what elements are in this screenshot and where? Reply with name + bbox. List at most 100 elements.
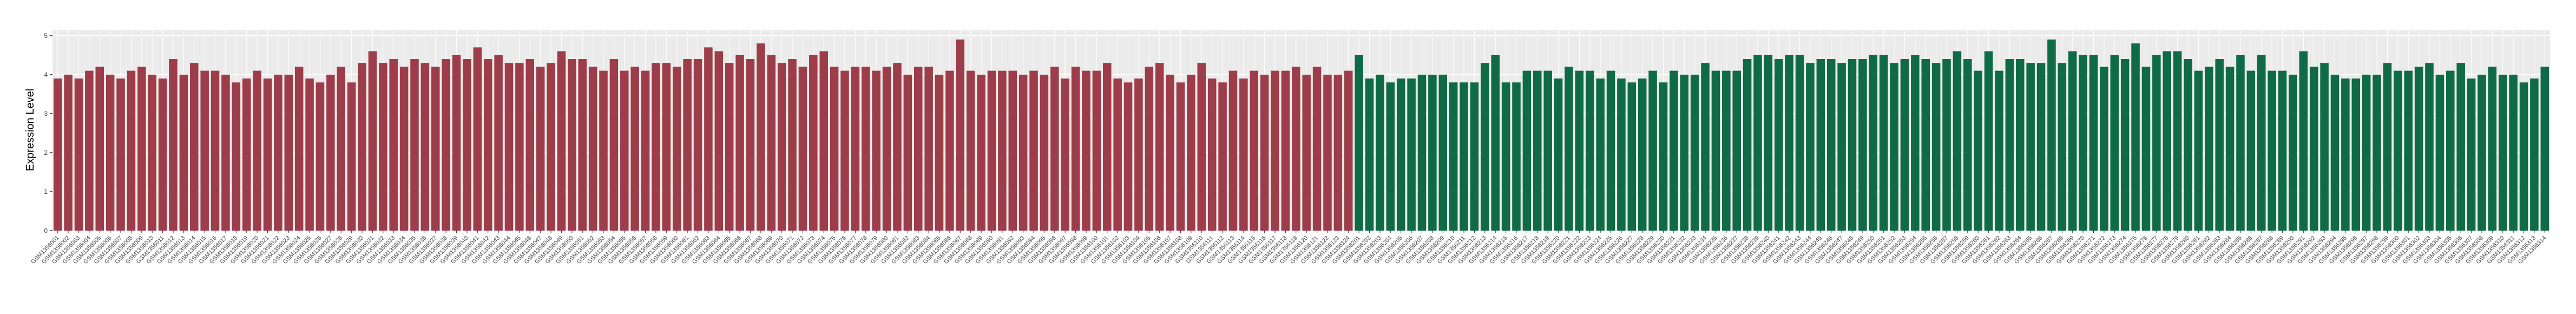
bar bbox=[1008, 70, 1017, 231]
bar bbox=[1858, 59, 1867, 231]
bar bbox=[106, 74, 115, 231]
bar bbox=[704, 47, 713, 231]
bar bbox=[2068, 51, 2077, 231]
bar bbox=[2383, 63, 2392, 231]
bar bbox=[2330, 74, 2340, 231]
bar bbox=[620, 70, 629, 231]
bar bbox=[232, 82, 241, 231]
bar bbox=[1417, 74, 1427, 231]
bar bbox=[2110, 55, 2119, 231]
bar bbox=[274, 74, 282, 231]
bar bbox=[463, 59, 471, 231]
bar bbox=[1271, 70, 1279, 231]
bar bbox=[2467, 78, 2476, 231]
bar bbox=[242, 78, 251, 231]
bar bbox=[1155, 63, 1164, 231]
bar bbox=[977, 74, 985, 231]
bar bbox=[1565, 67, 1573, 231]
bar bbox=[2079, 55, 2087, 231]
bar bbox=[347, 82, 356, 231]
bar bbox=[85, 70, 94, 231]
bar bbox=[1460, 82, 1468, 231]
bar bbox=[966, 70, 975, 231]
bar bbox=[1071, 67, 1080, 231]
bar bbox=[1743, 59, 1752, 231]
bar bbox=[473, 47, 482, 231]
bar bbox=[2414, 67, 2423, 231]
bar bbox=[1166, 74, 1174, 231]
bar bbox=[2184, 59, 2192, 231]
bar bbox=[1061, 78, 1069, 231]
bar bbox=[2246, 70, 2256, 231]
bar bbox=[1806, 63, 1815, 231]
bar bbox=[1879, 55, 1888, 231]
bar bbox=[221, 74, 230, 231]
bar bbox=[2341, 78, 2350, 231]
bar bbox=[1837, 63, 1846, 231]
bar bbox=[2215, 59, 2224, 231]
bar bbox=[2131, 43, 2140, 231]
bar bbox=[1900, 59, 1909, 231]
bar bbox=[1501, 82, 1510, 231]
bar bbox=[641, 70, 650, 231]
bar bbox=[1512, 82, 1521, 231]
bar bbox=[2540, 67, 2549, 231]
bar bbox=[672, 67, 681, 231]
bar bbox=[872, 70, 880, 231]
bar bbox=[1407, 78, 1416, 231]
bar bbox=[2005, 59, 2014, 231]
bar bbox=[1187, 74, 1195, 231]
bar bbox=[515, 63, 524, 231]
bar bbox=[777, 63, 786, 231]
bar bbox=[190, 63, 199, 231]
bar bbox=[2152, 55, 2161, 231]
bar bbox=[735, 55, 744, 231]
bar bbox=[2100, 67, 2108, 231]
bar bbox=[924, 67, 933, 231]
bar bbox=[158, 78, 167, 231]
bar bbox=[305, 78, 314, 231]
bar bbox=[1145, 67, 1154, 231]
bar bbox=[420, 63, 430, 231]
bar bbox=[1302, 74, 1311, 231]
bar bbox=[200, 70, 209, 231]
bar bbox=[725, 63, 734, 231]
bar bbox=[2236, 55, 2245, 231]
bar bbox=[840, 70, 849, 231]
bar bbox=[1701, 63, 1710, 231]
bar bbox=[547, 63, 555, 231]
bar bbox=[1092, 70, 1101, 231]
bar bbox=[630, 67, 639, 231]
bar bbox=[2141, 67, 2151, 231]
bar bbox=[1911, 55, 1920, 231]
bar bbox=[2047, 40, 2056, 231]
bar bbox=[1659, 82, 1668, 231]
bar bbox=[1995, 70, 2003, 231]
bar bbox=[2478, 74, 2486, 231]
bar bbox=[2089, 55, 2098, 231]
bar bbox=[1816, 59, 1825, 231]
bar bbox=[2498, 74, 2507, 231]
bar bbox=[337, 67, 346, 231]
bar bbox=[652, 63, 660, 231]
bar bbox=[64, 74, 73, 231]
bar bbox=[1050, 67, 1059, 231]
bar bbox=[1785, 55, 1793, 231]
bar bbox=[1250, 70, 1258, 231]
bar bbox=[2173, 51, 2182, 231]
bar bbox=[1449, 82, 1458, 231]
bar bbox=[2530, 78, 2539, 231]
bar bbox=[2320, 63, 2329, 231]
bar bbox=[2120, 59, 2130, 231]
bar bbox=[1207, 78, 1217, 231]
bar bbox=[1113, 78, 1122, 231]
bar bbox=[1554, 78, 1563, 231]
bar bbox=[935, 74, 944, 231]
bar bbox=[1680, 74, 1689, 231]
bar bbox=[2036, 63, 2046, 231]
bar bbox=[452, 55, 461, 231]
bar bbox=[1984, 51, 1993, 231]
bar bbox=[1281, 70, 1290, 231]
bar bbox=[662, 63, 671, 231]
